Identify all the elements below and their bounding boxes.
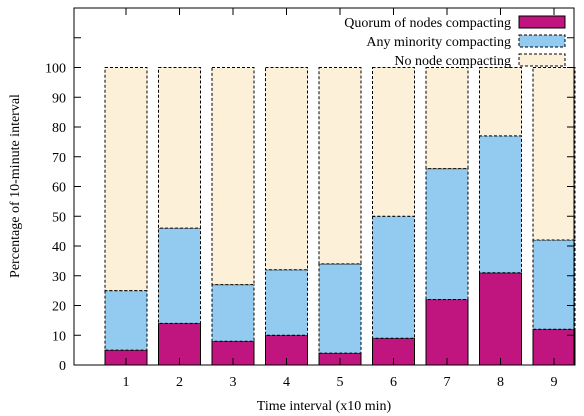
bar-segment-2-cat-2 [158,227,201,324]
bar-segment-2-cat-1 [104,290,148,351]
y-axis-label: Percentage of 10-minute interval [8,94,23,278]
x-tick-label: 9 [551,375,558,390]
y-tick-label: 30 [52,270,66,285]
y-tick-label: 20 [52,300,66,315]
bar-segment-3-cat-6 [372,67,415,217]
y-tick-label: 0 [59,359,66,374]
y-tick-label: 50 [52,210,66,225]
legend-label: No node compacting [394,54,511,69]
x-axis-label: Time interval (x10 min) [257,399,392,414]
bar-segment-2-cat-3 [211,284,255,342]
bar-segment-1-cat-7 [425,299,469,366]
y-tick-label: 10 [52,329,66,344]
bar-segment-3-cat-5 [318,67,362,265]
bar-segment-1-cat-8 [479,272,522,366]
x-tick-label: 1 [123,375,130,390]
legend-label: Quorum of nodes compacting [344,16,511,31]
bar-segment-3-cat-8 [479,67,522,137]
y-tick-label: 60 [52,181,66,196]
y-tick-label: 70 [52,151,66,166]
bar-segment-3-cat-7 [425,67,469,170]
x-tick-label: 4 [283,375,290,390]
bar-segment-2-cat-6 [372,215,415,339]
legend-label: Any minority compacting [366,35,511,50]
bars-layer [104,67,576,366]
y-tick-label: 90 [52,91,66,106]
bar-segment-2-cat-5 [318,263,362,354]
x-tick-label: 6 [390,375,397,390]
legend: Quorum of nodes compacting Any minority c… [344,15,566,69]
x-tick-label: 3 [230,375,237,390]
x-tick-label: 2 [176,375,183,390]
bar-segment-2-cat-8 [479,135,522,274]
y-tick-label: 80 [52,121,66,136]
y-tick-label: 40 [52,240,66,255]
legend-swatch [518,34,566,48]
x-tick-label: 8 [497,375,504,390]
bar-segment-3-cat-1 [104,67,148,292]
bar-segment-3-cat-4 [265,67,308,271]
bar-segment-3-cat-9 [532,67,576,241]
legend-swatch [518,15,566,29]
y-tick-label: 100 [45,62,66,77]
x-tick-label: 7 [444,375,451,390]
bar-segment-2-cat-7 [425,168,469,301]
ticks-layer: 0 10 20 30 40 50 60 70 80 90 100 1 2 3 4 5 6 7 8 9 [45,7,574,390]
bar-segment-3-cat-3 [211,67,255,286]
bar-segment-3-cat-2 [158,67,201,229]
x-tick-label: 5 [337,375,344,390]
legend-swatch [518,53,566,67]
bar-segment-2-cat-9 [532,239,576,330]
bar-segment-2-cat-4 [265,269,308,336]
